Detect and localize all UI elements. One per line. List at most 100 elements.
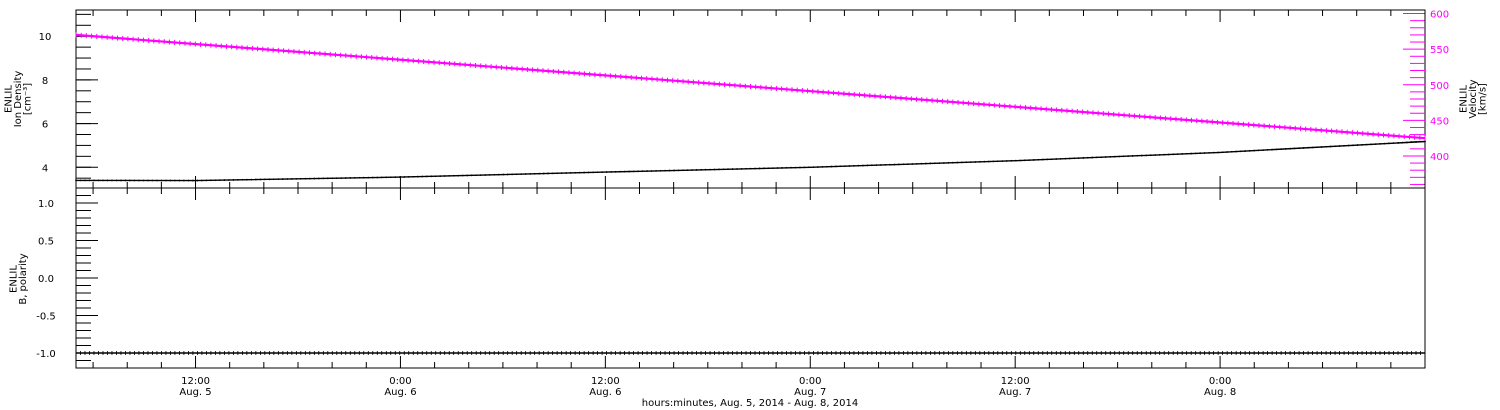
density-point — [736, 168, 738, 170]
bottom-ylabel-line: ENLIL — [8, 265, 19, 293]
density-point — [1154, 154, 1157, 156]
right-y-tick-label: 400 — [1430, 152, 1449, 163]
density-point — [452, 174, 455, 177]
density-point — [1158, 153, 1161, 156]
density-point — [830, 165, 833, 168]
density-point — [475, 174, 478, 177]
density-point — [394, 176, 397, 179]
density-point — [772, 167, 774, 170]
density-point — [893, 163, 896, 166]
density-point — [344, 177, 347, 179]
density-point — [1302, 147, 1305, 149]
density-point — [965, 161, 968, 164]
bottom-ylabel-line: B, polarity — [18, 253, 29, 304]
x-axis-label: hours:minutes, Aug. 5, 2014 - Aug. 8, 20… — [642, 398, 858, 409]
bottom-panel-frame — [75, 187, 1426, 369]
density-point — [1014, 159, 1017, 162]
density-point — [371, 176, 374, 179]
density-point — [340, 177, 343, 179]
density-point — [781, 167, 783, 169]
density-point — [1248, 149, 1251, 152]
density-point — [727, 168, 729, 171]
density-point — [1244, 150, 1247, 152]
density-point — [466, 174, 469, 177]
density-point — [682, 169, 684, 172]
density-point — [331, 177, 334, 180]
density-point — [299, 177, 302, 180]
x-tick-time-label: 0:00 — [389, 376, 411, 387]
density-point — [430, 175, 433, 178]
density-point — [1415, 141, 1417, 143]
density-point — [174, 179, 176, 182]
density-point — [574, 171, 577, 174]
density-point — [1127, 155, 1130, 158]
density-point — [376, 176, 379, 179]
density-point — [933, 162, 936, 165]
left-y-tick-label: -1.0 — [36, 349, 56, 360]
density-point — [1329, 145, 1332, 148]
density-point — [776, 167, 779, 169]
density-point — [1307, 146, 1309, 149]
density-point — [664, 169, 666, 172]
density-point — [151, 179, 154, 182]
density-point — [614, 170, 617, 173]
density-point — [142, 179, 145, 182]
density-point — [1005, 160, 1008, 162]
density-point — [1383, 142, 1386, 145]
density-point — [983, 160, 986, 163]
density-point — [790, 166, 792, 169]
density-point — [632, 170, 635, 173]
density-point — [569, 172, 572, 174]
density-point — [1370, 143, 1372, 146]
density-point — [93, 179, 95, 182]
density-point — [839, 165, 842, 168]
density-point — [587, 171, 590, 174]
density-point — [461, 174, 464, 177]
density-point — [281, 178, 284, 180]
density-point — [740, 167, 743, 170]
density-point — [538, 172, 541, 175]
density-point — [1221, 151, 1224, 154]
x-tick-time-label: 0:00 — [799, 376, 821, 387]
density-point — [308, 177, 311, 180]
density-point — [763, 167, 765, 170]
density-point — [992, 160, 995, 163]
density-point — [673, 169, 675, 172]
density-point — [1077, 157, 1080, 160]
density-point — [201, 179, 203, 182]
density-point — [596, 171, 599, 174]
density-point — [147, 179, 149, 182]
density-point — [421, 175, 424, 178]
density-point — [529, 172, 532, 175]
density-point — [169, 179, 172, 182]
density-point — [1172, 153, 1175, 156]
density-point — [700, 168, 702, 171]
density-point — [987, 160, 990, 163]
density-point — [817, 166, 819, 168]
density-point — [799, 166, 801, 169]
density-point — [871, 164, 873, 167]
density-point — [322, 177, 325, 180]
density-point — [380, 176, 383, 179]
density-point — [326, 177, 329, 180]
density-point — [641, 170, 644, 173]
density-point — [655, 169, 657, 172]
density-point — [1257, 149, 1260, 152]
density-point — [542, 172, 545, 175]
density-point — [268, 178, 271, 181]
density-point — [920, 162, 923, 165]
density-point — [1104, 156, 1107, 158]
density-point — [97, 179, 100, 182]
density-point — [722, 168, 725, 171]
right-y-tick-label: 600 — [1430, 10, 1449, 21]
density-point — [1095, 156, 1098, 159]
density-point — [133, 179, 136, 182]
density-point — [1388, 142, 1390, 145]
density-point — [960, 161, 963, 164]
density-point — [1320, 146, 1323, 148]
density-point — [583, 171, 586, 174]
density-point — [1136, 154, 1139, 157]
density-point — [951, 161, 954, 164]
